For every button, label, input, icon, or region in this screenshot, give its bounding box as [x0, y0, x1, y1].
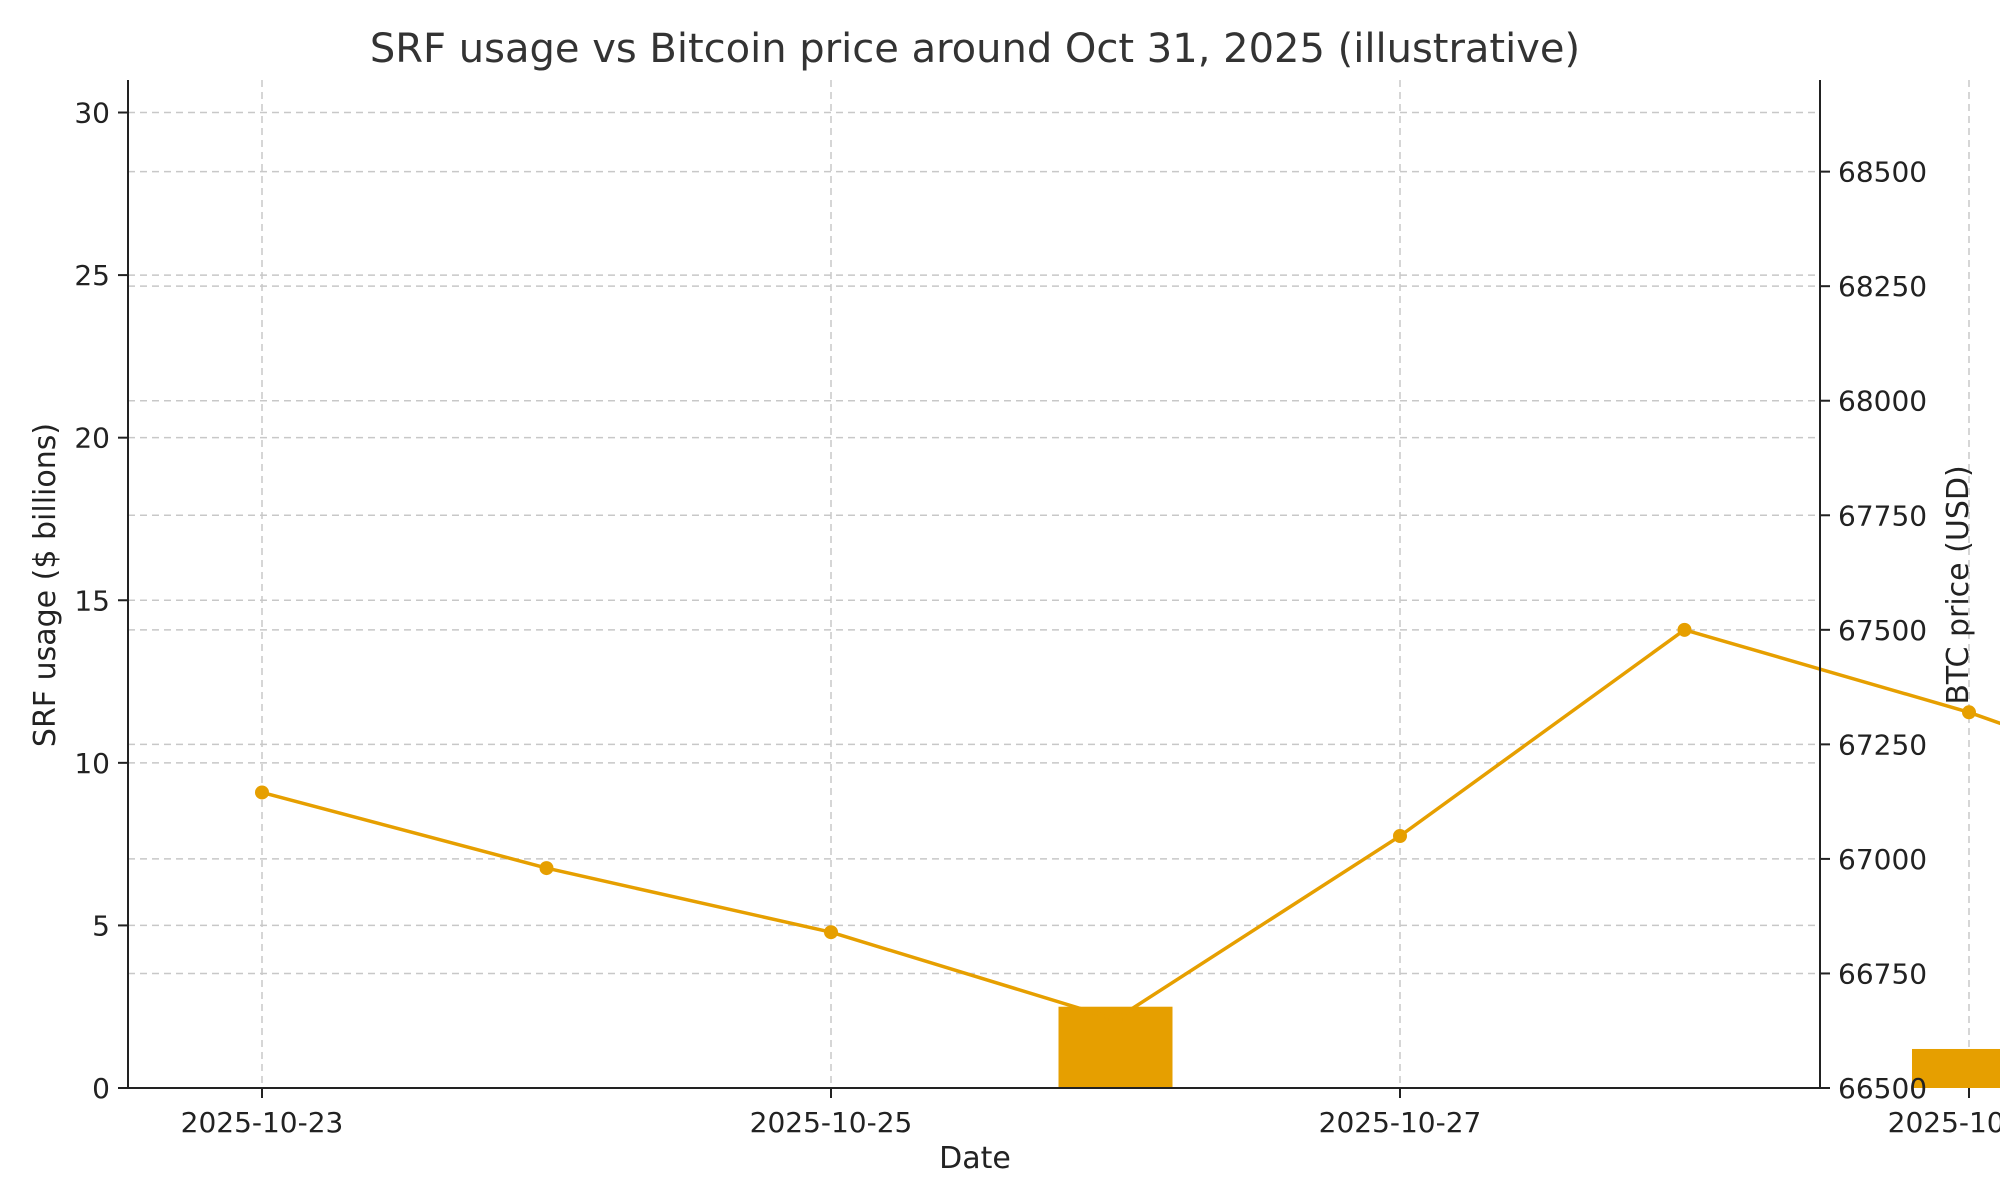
y-tick-label: 25: [74, 259, 110, 292]
x-tick-label: 2025-10-23: [181, 1106, 344, 1139]
x-tick-label: 2025-10-29: [1888, 1106, 2000, 1139]
y-tick-label: 20: [74, 422, 110, 455]
y-tick-label: 0: [92, 1072, 110, 1105]
axes: 2025-10-23 2025-10-25 2025-10-27 2025-10-29…: [74, 80, 2000, 1139]
grid-lines: [128, 80, 2000, 1088]
btc-price-point: [1962, 705, 1976, 719]
btc-price-point: [540, 861, 554, 875]
y2-tick-label: 66500: [1838, 1072, 1927, 1105]
y-tick-label: 30: [74, 97, 110, 130]
y2-tick-label: 68500: [1838, 156, 1927, 189]
y2-tick-label: 68250: [1838, 270, 1927, 303]
x-axis-label: Date: [939, 1141, 1011, 1176]
btc-price-point: [1109, 1012, 1123, 1026]
chart-title: SRF usage vs Bitcoin price around Oct 31…: [370, 26, 1580, 72]
btc-price-line: [262, 126, 2000, 1019]
btc-price-point: [1393, 829, 1407, 843]
y2-axis-label: BTC price (USD): [1941, 465, 1976, 704]
y-tick-label: 10: [74, 747, 110, 780]
y2-tick-label: 66750: [1838, 957, 1927, 990]
y2-tick-label: 67000: [1838, 843, 1927, 876]
y-axis-label: SRF usage ($ billions): [28, 423, 63, 747]
x-tick-label: 2025-10-27: [1319, 1106, 1482, 1139]
y-tick-label: 5: [92, 909, 110, 942]
btc-price-point: [255, 785, 269, 799]
btc-price-point: [1678, 623, 1692, 637]
line-series: [255, 119, 2000, 1026]
y2-tick-label: 67500: [1838, 614, 1927, 647]
y2-tick-label: 68000: [1838, 385, 1927, 418]
y2-tick-label: 67750: [1838, 499, 1927, 532]
y2-tick-label: 67250: [1838, 728, 1927, 761]
x-tick-label: 2025-10-25: [750, 1106, 913, 1139]
btc-price-point: [824, 925, 838, 939]
y-tick-label: 15: [74, 584, 110, 617]
